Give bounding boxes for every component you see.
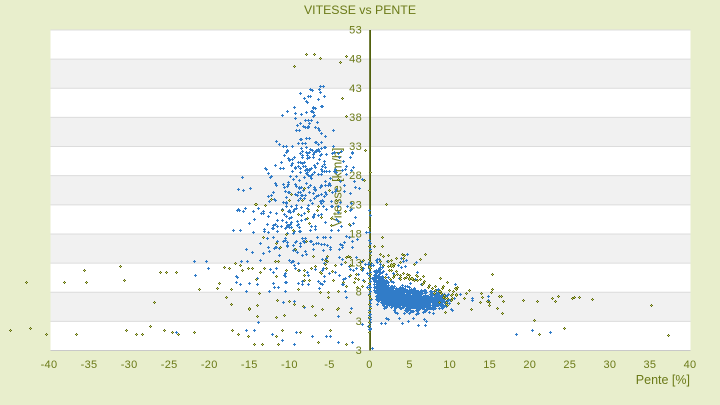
svg-text:30: 30 (603, 359, 616, 371)
svg-text:8: 8 (356, 287, 362, 299)
svg-text:3: 3 (356, 345, 362, 357)
svg-text:38: 38 (349, 112, 362, 124)
svg-text:3: 3 (356, 316, 362, 328)
svg-text:10: 10 (443, 359, 456, 371)
svg-text:48: 48 (349, 54, 362, 66)
svg-text:43: 43 (349, 83, 362, 95)
svg-text:Vitesse [km/h]: Vitesse [km/h] (331, 148, 345, 227)
svg-text:-5: -5 (324, 359, 334, 371)
svg-text:-30: -30 (121, 359, 138, 371)
svg-text:13: 13 (349, 258, 362, 270)
svg-text:53: 53 (349, 25, 362, 37)
svg-text:-20: -20 (201, 359, 218, 371)
svg-text:VITESSE vs PENTE: VITESSE vs PENTE (304, 3, 416, 17)
svg-text:-25: -25 (161, 359, 178, 371)
svg-text:18: 18 (349, 228, 362, 240)
svg-text:25: 25 (563, 359, 576, 371)
svg-text:-10: -10 (281, 359, 298, 371)
svg-text:-15: -15 (241, 359, 258, 371)
svg-text:23: 23 (349, 199, 362, 211)
svg-text:0: 0 (366, 359, 372, 371)
svg-text:5: 5 (406, 359, 412, 371)
svg-text:-35: -35 (81, 359, 98, 371)
svg-text:33: 33 (349, 141, 362, 153)
svg-text:20: 20 (523, 359, 536, 371)
svg-text:15: 15 (483, 359, 496, 371)
svg-text:40: 40 (684, 359, 697, 371)
svg-text:35: 35 (644, 359, 657, 371)
svg-text:28: 28 (349, 170, 362, 182)
svg-text:Pente [%]: Pente [%] (636, 373, 690, 387)
svg-text:-40: -40 (41, 359, 58, 371)
